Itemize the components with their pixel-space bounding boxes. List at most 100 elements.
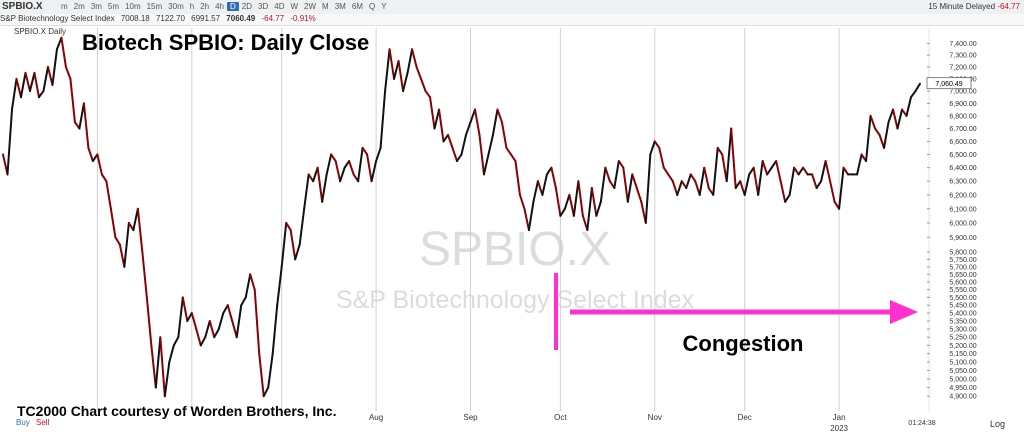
y-tick-label: 5,050.00 bbox=[949, 368, 976, 375]
timeframe-6M[interactable]: 6M bbox=[351, 2, 363, 11]
price-segment bbox=[267, 352, 274, 389]
congestion-label: Congestion bbox=[683, 331, 804, 356]
price-segment bbox=[797, 166, 805, 176]
price-segment bbox=[500, 121, 508, 149]
y-tick-label: 6,100.00 bbox=[949, 206, 976, 213]
price-segment bbox=[793, 166, 800, 176]
price-segment bbox=[312, 166, 319, 183]
price-segment bbox=[253, 288, 261, 355]
price-segment bbox=[514, 160, 521, 196]
price-segment bbox=[788, 166, 796, 196]
price-segment bbox=[190, 312, 198, 331]
timeframe-m[interactable]: m bbox=[61, 2, 68, 11]
price-segment bbox=[532, 180, 539, 203]
price-segment bbox=[509, 153, 517, 163]
log-scale-toggle[interactable]: Log bbox=[990, 419, 1006, 429]
price-segment bbox=[469, 108, 476, 124]
price-segment bbox=[285, 221, 292, 232]
price-segment bbox=[100, 173, 108, 183]
y-tick-label: 4,950.00 bbox=[949, 385, 976, 392]
timeframe-3M[interactable]: 3M bbox=[334, 2, 346, 11]
price-segment bbox=[892, 108, 899, 130]
price-segment bbox=[69, 77, 76, 124]
price-segment bbox=[626, 173, 634, 203]
price-segment bbox=[55, 36, 63, 51]
price-segment bbox=[168, 344, 175, 363]
timeframe-M[interactable]: M bbox=[322, 2, 329, 11]
price-segment bbox=[586, 187, 593, 232]
price-segment bbox=[482, 153, 490, 176]
chart-legend[interactable]: SPBIO.X Daily bbox=[14, 27, 67, 36]
x-label-dec: Dec bbox=[738, 413, 752, 422]
price-segment bbox=[298, 207, 306, 246]
timeframe-selector[interactable]: m 2m 3m 5m 10m 15m 30m h 2h 4h D 2D 3D 4D W 2W M 3M 6M Q Y bbox=[58, 2, 390, 11]
timeframe-D[interactable]: D bbox=[227, 2, 239, 11]
price-segment bbox=[321, 173, 328, 203]
timeframe-15m[interactable]: 15m bbox=[146, 2, 163, 11]
symbol-label[interactable]: SPBIO.X bbox=[2, 1, 43, 12]
timeframe-5m[interactable]: 5m bbox=[107, 2, 120, 11]
price-segment bbox=[217, 312, 225, 331]
timeframe-10m[interactable]: 10m bbox=[125, 2, 141, 11]
price-segment bbox=[208, 320, 216, 339]
price-segment bbox=[451, 146, 459, 163]
price-segment bbox=[775, 160, 782, 183]
price-segment bbox=[914, 82, 921, 93]
y-tick-label: 6,200.00 bbox=[949, 192, 976, 199]
timeframe-Y[interactable]: Y bbox=[381, 2, 387, 11]
timeframe-3D[interactable]: 3D bbox=[258, 2, 269, 11]
y-tick-label: 5,900.00 bbox=[949, 235, 976, 242]
y-tick-label: 5,400.00 bbox=[949, 311, 976, 318]
timeframe-W[interactable]: W bbox=[290, 2, 299, 11]
price-segment bbox=[334, 160, 342, 183]
timeframe-30m[interactable]: 30m bbox=[168, 2, 184, 11]
price-segment bbox=[276, 265, 283, 307]
timeframe-4D[interactable]: 4D bbox=[274, 2, 285, 11]
timeframe-4h[interactable]: 4h bbox=[215, 2, 224, 11]
timeframe-h[interactable]: h bbox=[189, 2, 195, 11]
y-tick-label: 7,400.00 bbox=[949, 41, 976, 48]
price-segment bbox=[604, 166, 611, 183]
price-segment bbox=[213, 328, 220, 339]
y-tick-label: 5,450.00 bbox=[949, 303, 976, 310]
timeframe-2m[interactable]: 2m bbox=[73, 2, 85, 11]
y-tick-label: 6,800.00 bbox=[949, 113, 976, 120]
price-segment bbox=[518, 193, 526, 210]
y-tick-label: 6,000.00 bbox=[949, 220, 976, 227]
price-segment bbox=[33, 71, 40, 99]
y-tick-label: 4,900.00 bbox=[949, 394, 976, 401]
low-value: 6991.57 bbox=[191, 14, 221, 23]
price-segment bbox=[671, 180, 679, 196]
price-segment bbox=[743, 173, 751, 196]
sell-button[interactable]: Sell bbox=[36, 418, 50, 427]
price-segment bbox=[397, 60, 405, 93]
price-segment bbox=[802, 166, 809, 176]
price-segment bbox=[294, 243, 301, 261]
timeframe-Q[interactable]: Q bbox=[368, 2, 376, 11]
price-segment bbox=[599, 166, 607, 203]
y-tick-label: 5,100.00 bbox=[949, 359, 976, 366]
price-segment bbox=[456, 153, 463, 163]
change-pct-value: -0.91% bbox=[290, 14, 316, 23]
price-segment bbox=[667, 173, 674, 183]
price-segment bbox=[568, 193, 575, 217]
buy-button[interactable]: Buy bbox=[16, 418, 30, 427]
price-segment bbox=[357, 146, 364, 183]
price-segment bbox=[856, 153, 863, 176]
price-segment bbox=[487, 133, 494, 156]
price-segment bbox=[262, 386, 270, 398]
y-tick-label: 5,250.00 bbox=[949, 335, 976, 342]
timeframe-2h[interactable]: 2h bbox=[200, 2, 210, 11]
price-segment bbox=[838, 166, 845, 210]
x-label-jan: Jan bbox=[833, 413, 846, 422]
timeframe-2W[interactable]: 2W bbox=[304, 2, 317, 11]
timeframe-3m[interactable]: 3m bbox=[90, 2, 102, 11]
price-segment bbox=[438, 108, 445, 143]
price-segment bbox=[460, 133, 467, 156]
price-segment bbox=[222, 304, 229, 315]
timeframe-2D[interactable]: 2D bbox=[241, 2, 253, 11]
price-segment bbox=[473, 108, 481, 136]
price-segment bbox=[550, 166, 557, 190]
price-segment bbox=[649, 140, 656, 156]
